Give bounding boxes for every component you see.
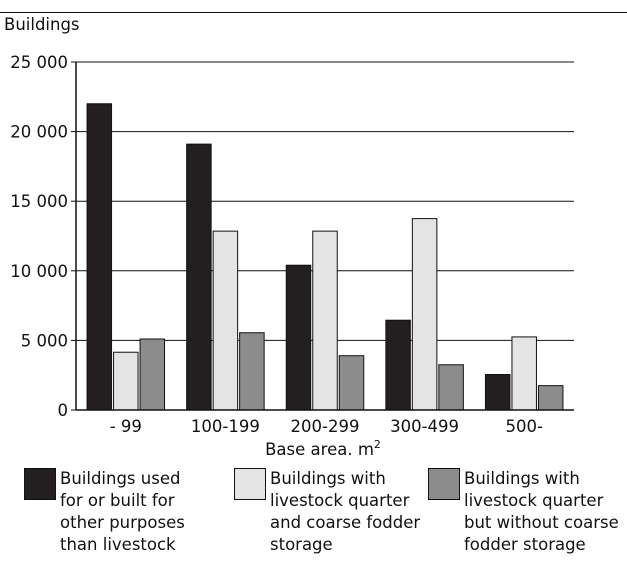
y-tick-label: 10 000 — [10, 262, 68, 281]
bar — [484, 374, 511, 411]
axes — [75, 62, 574, 411]
y-tick-label: 5 000 — [21, 331, 68, 350]
x-tick-label: - 99 — [110, 417, 142, 436]
x-axis-title-superscript: 2 — [374, 438, 381, 451]
bar — [113, 351, 139, 411]
legend-label-with-fodder-storage: Buildings with livestock quarter and coa… — [270, 469, 421, 554]
bar — [139, 338, 166, 411]
bar — [537, 385, 564, 411]
y-tick-label: 0 — [58, 401, 69, 420]
legend-label-without-fodder-storage: Buildings with livestock quarter but wit… — [464, 469, 619, 554]
legend-swatch-with-fodder-storage — [234, 468, 266, 500]
bars — [86, 103, 564, 411]
bar-chart: Buildings 0 5 000 10 000 15 000 20 000 25 000… — [4, 15, 574, 459]
bar — [285, 264, 312, 411]
legend: Buildings used for or built for other pu… — [0, 462, 627, 564]
legend-label-other-purposes: Buildings used for or built for other pu… — [60, 469, 185, 554]
bar — [239, 332, 265, 411]
legend-swatch-other-purposes — [24, 468, 56, 500]
bar — [385, 319, 411, 411]
y-tick-label: 25 000 — [10, 53, 68, 72]
x-axis-title-text: Base area. m — [265, 440, 374, 459]
bar — [411, 218, 438, 411]
x-tick-label: 100-199 — [191, 417, 260, 436]
y-tick-label: 20 000 — [10, 123, 68, 142]
x-tick-label: 300-499 — [390, 417, 459, 436]
legend-swatch-without-fodder-storage — [428, 468, 460, 500]
x-axis-title: Base area. m2 — [265, 438, 381, 459]
y-tick-labels: 0 5 000 10 000 15 000 20 000 25 000 — [10, 53, 68, 420]
bar — [438, 364, 464, 411]
bar — [312, 230, 338, 411]
bar — [86, 103, 113, 411]
bar — [511, 336, 537, 411]
x-tick-labels: - 99 100-199 200-299 300-499 500- — [110, 417, 543, 436]
bar — [338, 355, 365, 411]
y-tick-label: 15 000 — [10, 192, 68, 211]
x-tick-label: 200-299 — [291, 417, 360, 436]
y-axis-title: Buildings — [4, 15, 80, 34]
bar — [212, 230, 239, 411]
top-rule — [0, 12, 627, 13]
bar — [186, 143, 212, 411]
x-tick-label: 500- — [505, 417, 542, 436]
